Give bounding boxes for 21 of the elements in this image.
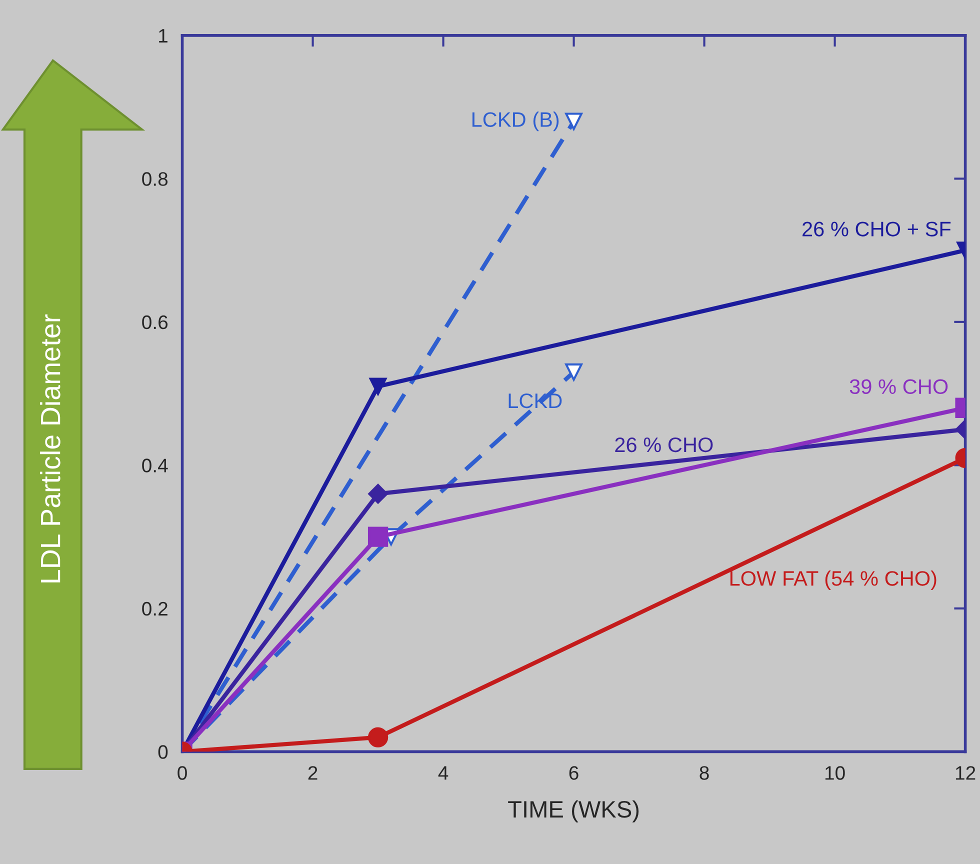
series-label: 26 % CHO bbox=[615, 437, 713, 452]
x-tick-label: 8 bbox=[700, 766, 709, 780]
series-label: 26 % CHO + SF bbox=[802, 222, 951, 236]
series-label: 39 % CHO bbox=[850, 379, 948, 394]
series-label: LCKD bbox=[508, 393, 562, 408]
y-tick-label: 0.2 bbox=[142, 602, 168, 616]
series-label: LCKD (B) bbox=[472, 112, 559, 132]
x-tick-label: 2 bbox=[308, 766, 318, 780]
x-tick-label: 10 bbox=[825, 766, 845, 780]
x-tick-label: 6 bbox=[569, 766, 578, 780]
y-tick-label: 0.4 bbox=[142, 458, 168, 472]
x-tick-label: 0 bbox=[178, 766, 187, 780]
y-tick-label: 0.6 bbox=[142, 315, 168, 330]
y-axis-title: LDL Particle Diameter bbox=[40, 314, 60, 582]
y-tick-label: 0.8 bbox=[142, 172, 168, 186]
x-tick-label: 12 bbox=[956, 766, 976, 780]
y-tick-label: 0 bbox=[158, 745, 168, 759]
x-tick-label: 4 bbox=[438, 766, 448, 780]
x-axis-title: TIME (WKS) bbox=[508, 800, 639, 822]
series-label: LOW FAT (54 % CHO) bbox=[730, 570, 936, 590]
y-tick-label: 1 bbox=[159, 29, 168, 42]
